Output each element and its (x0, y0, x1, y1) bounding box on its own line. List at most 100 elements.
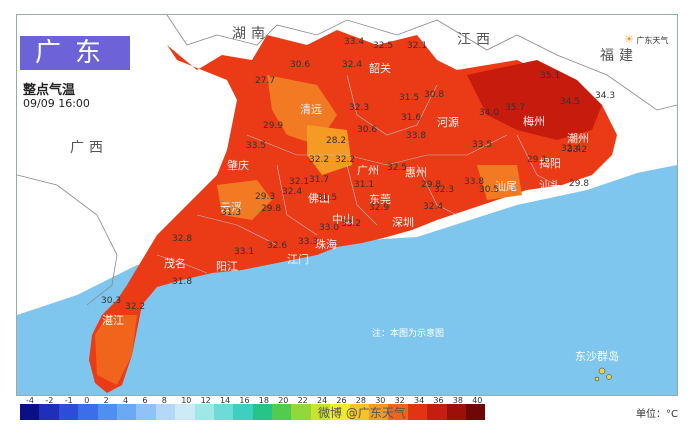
temp-value: 33.5 (472, 140, 493, 150)
temp-value: 32.9 (369, 203, 390, 213)
label-jiangxi: 江西 (457, 32, 495, 48)
sun-icon: ☀ (624, 33, 634, 46)
legend-swatch (388, 404, 408, 420)
legend-tick-label: 16 (239, 396, 250, 405)
label-guangxi: 广西 (70, 140, 108, 156)
map-frame: 广东 整点气温 09/09 16:00 湖南 江西 福建 广西 韶关 清远 河源… (16, 14, 678, 396)
city-huizhou: 惠州 (405, 166, 427, 179)
cool-zone (217, 180, 272, 220)
temp-value: 30.5 (479, 185, 500, 195)
temp-value: 30.6 (357, 125, 378, 135)
legend-swatch (39, 404, 59, 420)
city-dongsha: 东沙群岛 (575, 350, 619, 363)
temp-value: 33.3 (298, 237, 319, 247)
sea (17, 165, 677, 395)
city-jiangmen: 江门 (287, 253, 309, 266)
city-yangjiang: 阳江 (216, 260, 238, 273)
temp-value: 31.8 (172, 277, 193, 287)
temp-value: 29.8 (569, 179, 590, 189)
legend-swatch (136, 404, 156, 420)
legend-swatch (213, 404, 234, 420)
temp-value: 32.5 (373, 41, 394, 51)
legend-tick-label: 14 (220, 396, 231, 405)
city-shenzhen: 深圳 (392, 216, 414, 229)
temp-value: 31.5 (399, 93, 420, 103)
map-title: 广东 (20, 36, 130, 70)
city-yunfu: 云浮 (220, 201, 242, 214)
temp-value: 31.3 (221, 208, 242, 218)
legend-tick-label: 4 (123, 396, 129, 405)
legend-tick-label: 32 (394, 396, 405, 405)
temp-value: 30.3 (101, 296, 122, 306)
map-time: 09/09 16:00 (23, 97, 90, 110)
temp-value: 32.8 (172, 234, 193, 244)
temp-value: 29.3 (255, 192, 276, 202)
legend-swatch (58, 404, 79, 420)
legend-tick-label: 28 (355, 396, 366, 405)
temp-value: 32.2 (125, 302, 146, 312)
temp-value: 32.4 (342, 60, 363, 70)
city-jieyang: 揭阳 (539, 157, 561, 170)
legend-unit: 单位：°C (636, 409, 678, 420)
city-zhanjiang: 湛江 (102, 314, 124, 327)
city-qingyuan: 清远 (300, 103, 322, 116)
temp-value: 29.1 (527, 155, 548, 165)
legend-tick-label: 38 (452, 396, 463, 405)
legend-tick-label: 8 (161, 396, 167, 405)
label-hunan: 湖南 (232, 26, 270, 42)
temp-value: 32.1 (289, 177, 310, 187)
legend-swatch (78, 404, 98, 420)
legend-swatch (272, 404, 292, 420)
watermark: 微博 @广东天气 (318, 406, 406, 420)
legend-swatch (252, 404, 273, 420)
legend-swatch (427, 404, 447, 420)
temp-value: 32.2 (335, 155, 356, 165)
temp-value: 33.5 (246, 141, 267, 151)
city-shaoguan: 韶关 (369, 62, 391, 75)
temp-value: 33.8 (406, 131, 427, 141)
temp-value: 34.3 (595, 91, 616, 101)
legend-swatch (369, 404, 389, 420)
temp-value: 32.4 (282, 187, 303, 197)
temp-value: 28.2 (326, 136, 347, 146)
city-boundaries (156, 74, 558, 274)
legend-swatch (116, 404, 137, 420)
temp-value: 32.3 (349, 103, 370, 113)
legend-tick-label: 26 (336, 396, 347, 405)
legend-tick-label: 20 (278, 396, 289, 405)
city-guangzhou: 广州 (357, 164, 379, 177)
legend-tick-label: 6 (142, 396, 148, 405)
weather-logo: ☀ 广东天气 (624, 33, 668, 46)
temp-value: 35.1 (540, 71, 561, 81)
temp-value: 33.4 (344, 37, 365, 47)
hot-zone (467, 60, 602, 140)
cool-zone (477, 165, 522, 200)
temp-value: 31.6 (401, 113, 422, 123)
temp-value: 30.8 (424, 90, 445, 100)
city-heyuan: 河源 (437, 116, 459, 129)
city-zhuhai: 珠海 (315, 238, 337, 251)
temp-value: 35.7 (505, 103, 526, 113)
temp-value: 32.5 (387, 163, 408, 173)
legend-swatch (407, 404, 428, 420)
island (606, 374, 612, 380)
temp-value: 29.8 (261, 204, 282, 214)
temp-value: 30.6 (290, 60, 311, 70)
temp-value: 34.5 (560, 97, 581, 107)
legend-swatch (465, 404, 486, 420)
legend-tick-label: 36 (433, 396, 444, 405)
legend-tick-label: 40 (472, 396, 483, 405)
temp-value: 32.3 (434, 185, 455, 195)
temp-value: 27.7 (255, 76, 276, 86)
legend-swatch (97, 404, 117, 420)
city-shanwei: 汕尾 (495, 180, 517, 193)
legend-tick-label: -2 (45, 396, 54, 405)
legend-swatch (175, 404, 195, 420)
map-canvas (17, 15, 677, 395)
island (598, 367, 606, 375)
legend-swatch (194, 404, 214, 420)
legend-tick-label: 34 (414, 396, 425, 405)
legend-tick-label: 0 (84, 396, 90, 405)
city-dongguan: 东莞 (369, 193, 391, 206)
temp-value: 33.2 (341, 219, 362, 229)
